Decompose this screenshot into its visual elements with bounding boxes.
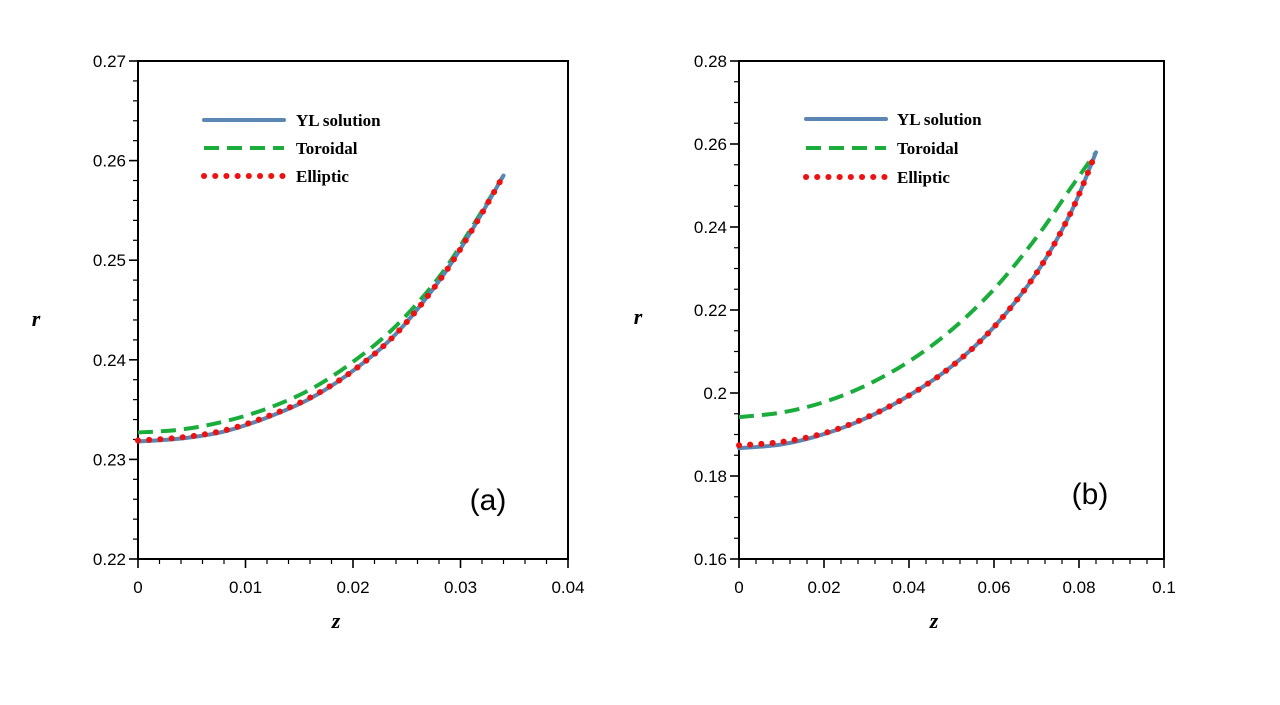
y-tick-label: 0.2 xyxy=(703,384,727,403)
legend-label: Elliptic xyxy=(296,167,349,186)
chart-panel-b: 0.16 0.18 0.2 0.22 0.24 0.26 0.28 0 0.02 0.04 0.06… xyxy=(634,52,1176,633)
legend-label: Toroidal xyxy=(296,139,358,158)
panel-label: (b) xyxy=(1072,478,1109,511)
legend-label: YL solution xyxy=(296,111,381,130)
x-tick-label: 0.04 xyxy=(551,578,584,597)
x-tick-label: 0.06 xyxy=(977,578,1010,597)
legend-label: Toroidal xyxy=(897,139,959,158)
y-axis-label: r xyxy=(634,304,643,329)
legend: YL solution Toroidal Elliptic xyxy=(201,111,381,186)
x-tick-label: 0.02 xyxy=(336,578,369,597)
series-line-toroidal xyxy=(738,151,1098,420)
y-tick-label: 0.16 xyxy=(694,550,727,569)
x-axis-label: z xyxy=(331,608,341,633)
y-tick-label: 0.23 xyxy=(93,450,126,469)
x-tick-label: 0.1 xyxy=(1152,578,1176,597)
y-tick-label: 0.22 xyxy=(93,550,126,569)
y-tick-label: 0.26 xyxy=(694,135,727,154)
panel-label: (a) xyxy=(470,484,507,517)
legend: YL solution Toroidal Elliptic xyxy=(803,110,982,187)
x-tick-label: 0.02 xyxy=(807,578,840,597)
chart-panel-a: 0.22 0.23 0.24 0.25 0.26 0.27 0 0.01 0.02 0.03 0.0… xyxy=(32,52,585,633)
x-tick-label: 0 xyxy=(133,578,142,597)
y-tick-label: 0.28 xyxy=(694,52,727,71)
y-axis-label: r xyxy=(32,306,41,331)
series-line-elliptic xyxy=(736,149,1099,449)
series-line-elliptic xyxy=(135,172,507,444)
y-tick-label: 0.22 xyxy=(694,301,727,320)
y-tick-label: 0.26 xyxy=(93,152,126,171)
x-tick-label: 0.03 xyxy=(444,578,477,597)
y-tick-label: 0.24 xyxy=(93,351,126,370)
y-tick-label: 0.24 xyxy=(694,218,727,237)
legend-label: YL solution xyxy=(897,110,982,129)
x-tick-label: 0.04 xyxy=(892,578,925,597)
x-tick-label: 0.01 xyxy=(229,578,262,597)
y-tick-label: 0.27 xyxy=(93,52,126,71)
legend-label: Elliptic xyxy=(897,168,950,187)
y-tick-label: 0.18 xyxy=(694,467,727,486)
x-axis-label: z xyxy=(929,608,939,633)
y-tick-label: 0.25 xyxy=(93,251,126,270)
x-tick-label: 0.08 xyxy=(1062,578,1095,597)
x-tick-label: 0 xyxy=(734,578,743,597)
